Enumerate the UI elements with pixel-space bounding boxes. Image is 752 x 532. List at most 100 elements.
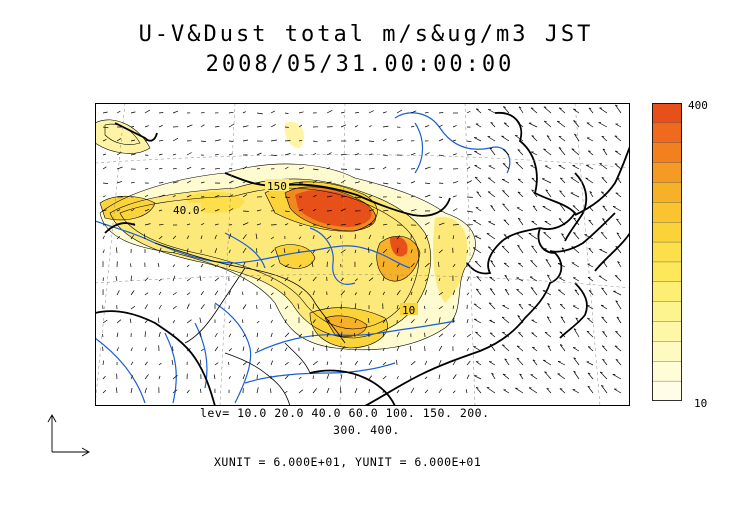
wind-vector (354, 373, 357, 380)
wind-vector (382, 276, 385, 282)
wind-vector (572, 305, 580, 310)
wind-vector-head (530, 287, 534, 289)
wind-vector (424, 111, 429, 114)
wind-vector-head (600, 231, 604, 234)
wind-vector (543, 232, 552, 240)
wind-vector (172, 305, 177, 310)
wind-vector (158, 331, 161, 338)
wind-vector (340, 195, 347, 198)
wind-vector (424, 376, 428, 380)
wind-vector (130, 305, 136, 310)
wind-vector (368, 262, 373, 268)
wind-vector (172, 181, 179, 184)
wind-vector-head (503, 234, 507, 236)
wind-vector (382, 166, 387, 170)
wind-vector-head (575, 317, 579, 320)
wind-vector-head (491, 372, 494, 375)
wind-vector (228, 180, 234, 184)
wind-vector (544, 248, 552, 254)
wind-vector-head (545, 189, 549, 192)
wind-vector (424, 289, 428, 296)
wind-vector (340, 208, 346, 212)
wind-vector (572, 347, 580, 352)
wind-vector-head (501, 316, 505, 318)
wind-vector-head (503, 122, 507, 124)
wind-vector (354, 139, 360, 142)
wind-vector (214, 153, 219, 156)
wind-vector (614, 345, 622, 352)
wind-vector-head (547, 316, 550, 319)
wind-vector (532, 346, 538, 352)
wind-vector (452, 334, 456, 338)
wind-vector (228, 333, 232, 338)
wind-vector (612, 206, 622, 212)
wind-vector-head (544, 371, 548, 373)
wind-vector (517, 191, 524, 198)
borders (154, 242, 346, 406)
wind-vector (546, 316, 552, 324)
wind-vector (144, 223, 151, 226)
wind-vector (558, 136, 566, 142)
wind-vector (438, 360, 442, 366)
wind-vector (424, 278, 429, 282)
wind-vector (599, 249, 608, 254)
wind-vector (354, 292, 357, 296)
wind-vector (228, 140, 234, 142)
wind-vector (157, 263, 160, 268)
wind-vector (326, 305, 329, 310)
wind-vector-head (601, 177, 605, 179)
wind-vector (502, 190, 510, 198)
wind-vector (473, 346, 482, 352)
wind-vector (491, 372, 496, 380)
wind-vector-head (532, 359, 536, 362)
wind-vector (200, 124, 205, 128)
wind-vector-head (560, 316, 564, 319)
wind-vector (615, 300, 622, 310)
wind-vector (326, 181, 332, 184)
wind-vector-head (476, 191, 480, 193)
wind-vector (298, 111, 304, 114)
wind-vector (489, 288, 496, 296)
wind-vector (326, 361, 329, 366)
wind-vector (572, 165, 580, 170)
wind-vector (298, 167, 304, 170)
wind-vector (130, 153, 136, 156)
wind-vector (214, 194, 220, 198)
wind-vector (144, 331, 146, 338)
wind-vector-head (571, 148, 575, 150)
wind-vector (340, 361, 343, 366)
wind-vector (587, 263, 594, 268)
wind-vector (270, 292, 274, 296)
wind-vector (615, 104, 622, 114)
wind-vector (546, 388, 552, 394)
wind-vector (490, 122, 496, 128)
wind-vector (354, 153, 359, 156)
wind-vector (186, 248, 189, 254)
wind-vector (368, 290, 371, 296)
wind-vector (214, 277, 220, 282)
wind-vector (158, 304, 162, 310)
wind-vector (256, 332, 259, 338)
wind-vector (528, 122, 538, 128)
wind-vector (396, 182, 401, 184)
wind-vector (382, 332, 385, 338)
wind-vector (312, 140, 318, 143)
wind-vector (410, 319, 415, 324)
wind-vector (116, 138, 122, 142)
wind-vector (615, 359, 622, 366)
wind-vector (575, 317, 580, 324)
wind-vector (486, 233, 496, 240)
wind-vector (466, 249, 468, 254)
wind-vector-head (502, 163, 506, 165)
wind-vector (130, 387, 133, 394)
wind-vector-head (602, 148, 606, 151)
wind-vector-head (516, 345, 520, 347)
wind-vector (474, 375, 482, 380)
wind-vector (228, 249, 231, 254)
wind-vector-head (502, 245, 505, 248)
wind-vector-head (573, 357, 577, 360)
wind-vector (504, 289, 510, 296)
wind-vector (519, 373, 524, 380)
wind-vector (326, 167, 330, 170)
wind-vector (573, 232, 580, 240)
